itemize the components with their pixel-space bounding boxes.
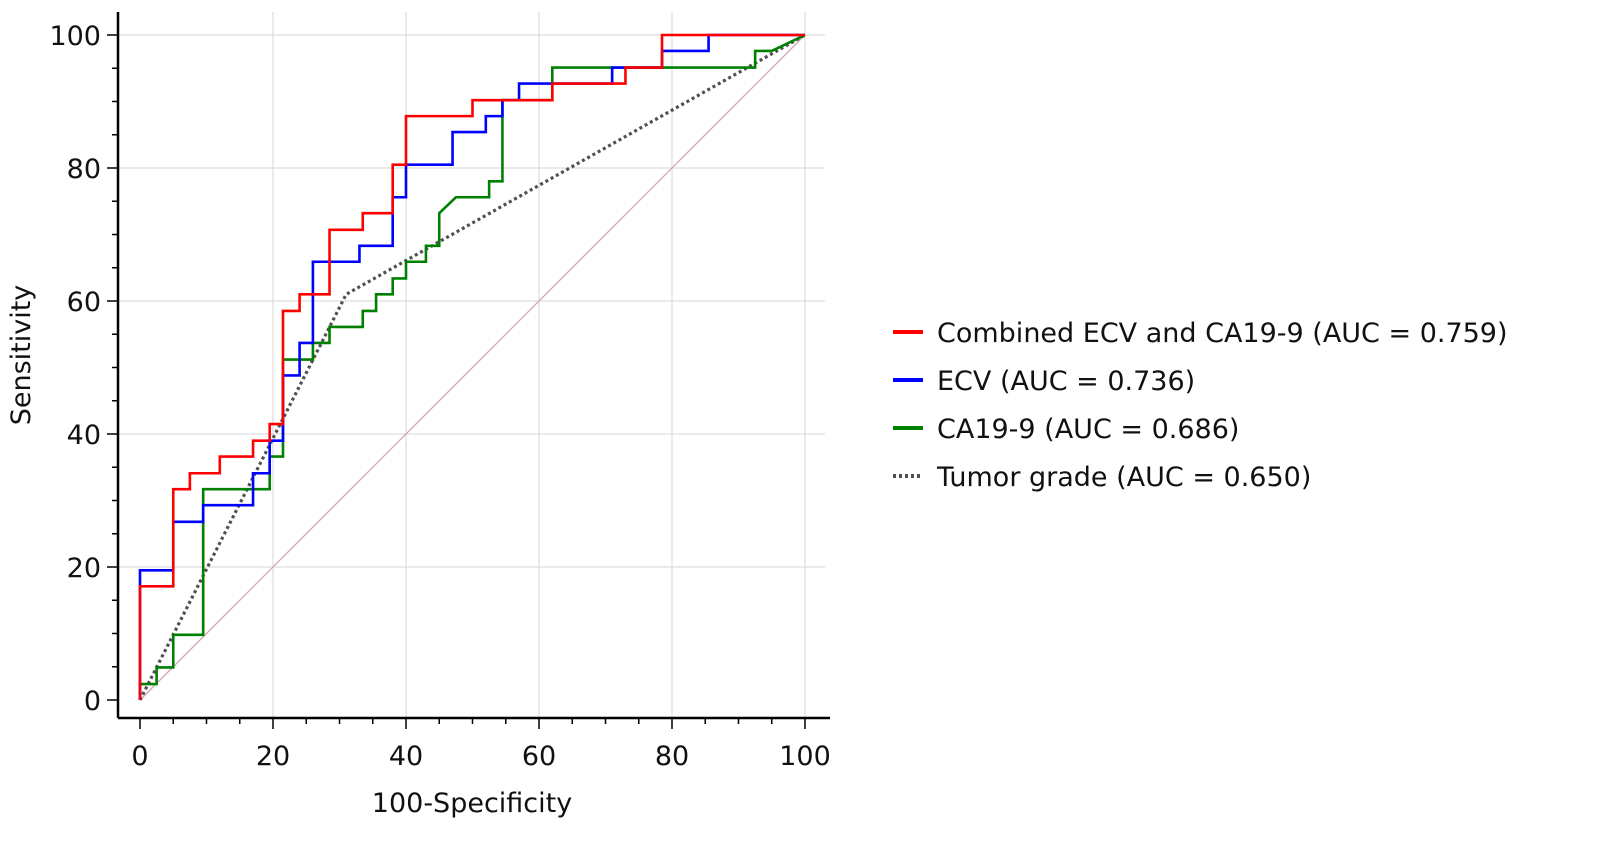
legend-label-2: ECV (AUC = 0.736) <box>937 366 1195 397</box>
series-layer <box>138 33 806 701</box>
legend: Combined ECV and CA19-9 (AUC = 0.759) ECV… <box>893 318 1508 493</box>
tick-labels: 0 20 40 60 80 100 0 20 40 60 80 100 <box>49 21 830 772</box>
axes <box>116 12 830 720</box>
y-tick-label: 60 <box>67 287 101 318</box>
y-tick-label: 80 <box>67 154 101 185</box>
x-tick-label: 0 <box>131 741 148 772</box>
x-tick-label: 20 <box>256 741 290 772</box>
x-tick-label: 80 <box>655 741 689 772</box>
series-line-1 <box>138 33 805 700</box>
y-tick-label: 20 <box>67 553 101 584</box>
x-axis-title: 100-Specificity <box>372 788 572 819</box>
series-line-4 <box>138 33 806 701</box>
reference-diagonal <box>139 34 806 701</box>
x-tick-label: 60 <box>522 741 556 772</box>
legend-label-4: Tumor grade (AUC = 0.650) <box>936 462 1311 493</box>
y-tick-label: 100 <box>49 21 101 52</box>
y-tick-label: 40 <box>67 420 101 451</box>
grid-layer <box>118 12 825 718</box>
x-tick-label: 40 <box>389 741 423 772</box>
series-line-3 <box>138 33 806 700</box>
y-tick-label: 0 <box>84 686 101 717</box>
y-axis-title: Sensitivity <box>6 285 37 426</box>
legend-label-3: CA19-9 (AUC = 0.686) <box>937 414 1239 445</box>
x-tick-label: 100 <box>779 741 831 772</box>
reference-line <box>139 34 806 701</box>
legend-label-1: Combined ECV and CA19-9 (AUC = 0.759) <box>937 318 1508 349</box>
